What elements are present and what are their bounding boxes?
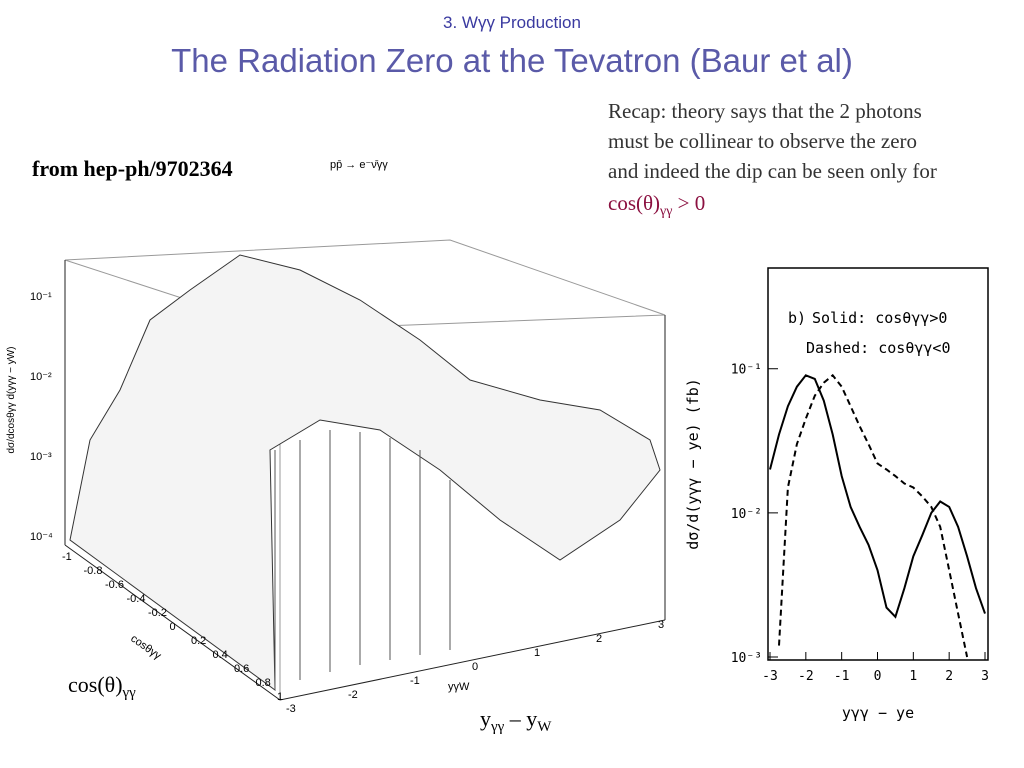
y-label: yγγ – yW bbox=[480, 706, 552, 735]
subtitle: 3. Wγγ Production bbox=[443, 13, 581, 32]
x-tick-label: -1 bbox=[834, 669, 850, 684]
recap-condition: cos(θ)γγ > 0 bbox=[608, 191, 705, 219]
chart-ylabel: dσ/d(yγγ − ye) (fb) bbox=[684, 378, 702, 550]
cos-base: cos(θ) bbox=[68, 672, 123, 697]
x-tick-label: 2 bbox=[945, 669, 953, 684]
cond-sub: γγ bbox=[659, 204, 672, 219]
lego-cos-tick: 0.6 bbox=[234, 663, 249, 675]
lego-y-tick: 3 bbox=[658, 619, 664, 631]
lego-cos-tick: -0.4 bbox=[127, 593, 146, 605]
lego-plot bbox=[64, 239, 666, 701]
cos-label: cos(θ)γγ bbox=[68, 672, 136, 701]
lego-cos-tick: 1 bbox=[277, 691, 283, 703]
y-a: y bbox=[480, 706, 491, 731]
y-tick-label: 10⁻³ bbox=[731, 651, 762, 666]
lego-y-tick: 0 bbox=[472, 661, 478, 673]
lego-y-tick: -2 bbox=[348, 689, 358, 701]
cos-axis-label: cosθγγ bbox=[128, 633, 163, 663]
title: The Radiation Zero at the Tevatron (Baur… bbox=[171, 42, 853, 79]
lego-z-tick: 10⁻¹ bbox=[30, 291, 52, 303]
lego-y-tick: -3 bbox=[286, 703, 296, 715]
legend-entry: Solid: cosθγγ>0 bbox=[812, 309, 947, 327]
series-line bbox=[778, 373, 969, 658]
y-asub: γγ bbox=[490, 719, 505, 735]
chart-xlabel: yγγ − ye bbox=[842, 704, 914, 722]
y-tick-label: 10⁻¹ bbox=[731, 363, 762, 378]
z-axis-label: dσ/dcosθγγ d(yγγ − yW) bbox=[6, 346, 17, 453]
x-tick-label: -3 bbox=[762, 669, 778, 684]
y-axis-label: yγW bbox=[448, 681, 470, 693]
y-bsub: W bbox=[537, 719, 552, 735]
lego-cos-tick: -0.8 bbox=[84, 565, 103, 577]
panel-label: b) bbox=[788, 309, 806, 327]
recap-line: Recap: theory says that the 2 photons bbox=[608, 99, 922, 123]
y-mid: – y bbox=[504, 706, 537, 731]
lego-cos-tick: 0.4 bbox=[213, 649, 228, 661]
lego-y-tick: 1 bbox=[534, 647, 540, 659]
cos-sub: γγ bbox=[122, 685, 137, 701]
x-tick-label: 1 bbox=[909, 669, 917, 684]
y-tick-label: 10⁻² bbox=[731, 507, 762, 522]
lego-cos-tick: -0.6 bbox=[105, 579, 124, 591]
lego-cos-tick: 0.8 bbox=[256, 677, 271, 689]
series-line bbox=[769, 374, 986, 619]
lego-z-tick: 10⁻³ bbox=[30, 451, 52, 463]
lego-cos-tick: 0 bbox=[170, 621, 176, 633]
cond-rest: > 0 bbox=[672, 191, 705, 215]
lego-y-tick: -1 bbox=[410, 675, 420, 687]
lego-cos-tick: -0.2 bbox=[148, 607, 167, 619]
source: from hep-ph/9702364 bbox=[32, 156, 233, 181]
lego-z-tick: 10⁻⁴ bbox=[30, 531, 53, 543]
lego-cos-tick: 0.2 bbox=[191, 635, 206, 647]
recap-line: and indeed the dip can be seen only for bbox=[608, 159, 937, 183]
lego-y-tick: 2 bbox=[596, 633, 602, 645]
process: pp̄ → e⁻ν̄γγ bbox=[330, 159, 388, 171]
x-tick-label: 3 bbox=[981, 669, 989, 684]
recap-line: must be collinear to observe the zero bbox=[608, 129, 917, 153]
lego-z-tick: 10⁻² bbox=[30, 371, 52, 383]
legend-entry: Dashed: cosθγγ<0 bbox=[806, 339, 951, 357]
cond-base: cos(θ) bbox=[608, 191, 660, 215]
x-tick-label: 0 bbox=[874, 669, 882, 684]
x-tick-label: -2 bbox=[798, 669, 814, 684]
lego-cos-tick: -1 bbox=[62, 551, 72, 563]
